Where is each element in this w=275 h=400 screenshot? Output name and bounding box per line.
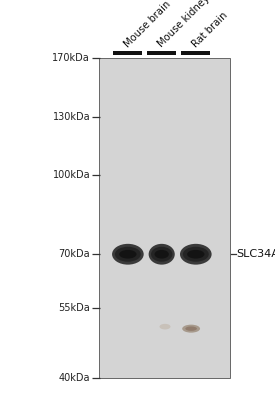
Ellipse shape [187, 250, 205, 259]
Bar [147, 51, 176, 55]
Text: 170kDa: 170kDa [53, 53, 90, 63]
Text: 100kDa: 100kDa [53, 170, 90, 180]
Text: 55kDa: 55kDa [59, 302, 90, 312]
Text: Mouse brain: Mouse brain [122, 0, 172, 49]
Text: 130kDa: 130kDa [53, 112, 90, 122]
Ellipse shape [112, 244, 144, 265]
Text: Mouse kidney: Mouse kidney [156, 0, 212, 49]
Ellipse shape [155, 250, 169, 259]
Text: Rat brain: Rat brain [190, 10, 229, 49]
Ellipse shape [119, 250, 137, 259]
Ellipse shape [183, 247, 209, 262]
Ellipse shape [148, 244, 175, 265]
Ellipse shape [185, 326, 197, 331]
Text: SLC34A3: SLC34A3 [236, 249, 275, 259]
Ellipse shape [182, 325, 200, 333]
Ellipse shape [160, 324, 170, 330]
Bar [182, 51, 210, 55]
Text: 70kDa: 70kDa [59, 249, 90, 259]
Ellipse shape [151, 247, 172, 262]
Text: 40kDa: 40kDa [59, 373, 90, 383]
Bar [99, 58, 230, 378]
Ellipse shape [115, 247, 141, 262]
Bar [114, 51, 142, 55]
Ellipse shape [180, 244, 212, 265]
